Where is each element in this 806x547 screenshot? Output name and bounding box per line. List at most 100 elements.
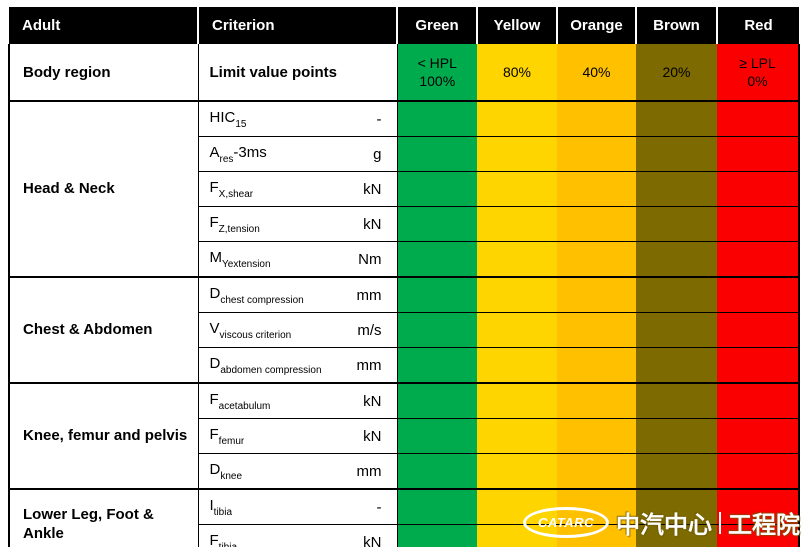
score-cell-red xyxy=(717,453,800,489)
criterion-unit: kN xyxy=(363,215,382,233)
criterion-cell: Ftibia kN xyxy=(197,524,397,547)
score-cell-orange xyxy=(557,418,636,454)
body-region-cell-knee-femur-pelvis: Knee, femur and pelvis xyxy=(8,382,198,489)
criterion-unit: g xyxy=(373,145,382,163)
table-subheader-row: Body region Limit value points < HPL 100… xyxy=(8,44,800,101)
table-row: Ffemur kN xyxy=(9,418,800,454)
table-header-row: Adult Criterion Green Yellow Orange Brow… xyxy=(9,7,799,44)
criterion-cell: FX,shear kN xyxy=(197,171,397,207)
score-cell-yellow xyxy=(477,206,557,242)
brand-name-chinese: 中汽中心 xyxy=(616,512,712,539)
score-cell-yellow xyxy=(477,276,557,313)
criterion-name: Facetabulum xyxy=(209,391,271,412)
score-cell-red xyxy=(717,347,800,383)
table-row: Dabdomen compression mm xyxy=(9,347,800,383)
table-row: MYextension Nm xyxy=(9,241,800,277)
catarc-watermark: CATARC 中汽中心 工程院 xyxy=(523,504,800,541)
score-cell-green xyxy=(396,241,477,277)
score-cell-brown xyxy=(636,241,717,277)
score-cell-green xyxy=(396,382,477,419)
table-row: Ares-3ms g xyxy=(9,136,800,172)
score-cell-green xyxy=(396,488,477,525)
criterion-unit: kN xyxy=(363,427,382,445)
criterion-cell: Dabdomen compression mm xyxy=(197,347,397,383)
score-cell-brown xyxy=(636,136,717,172)
score-cell-orange xyxy=(557,206,636,242)
body-region-text: Head & Neck xyxy=(23,179,115,197)
score-cell-orange xyxy=(557,136,636,172)
score-cell-brown xyxy=(636,276,717,313)
limit-cell-yellow: 80% xyxy=(477,44,557,101)
score-cell-green xyxy=(396,418,477,454)
score-cell-brown xyxy=(636,347,717,383)
score-cell-brown xyxy=(636,524,717,547)
body-region-text: Knee, femur and pelvis xyxy=(23,426,188,444)
score-cell-green xyxy=(396,524,477,547)
score-cell-green xyxy=(396,100,477,137)
score-cell-yellow xyxy=(477,312,557,348)
score-cell-yellow xyxy=(477,171,557,207)
criterion-name: Ffemur xyxy=(209,426,245,447)
table-row: FZ,tension kN xyxy=(9,206,800,242)
score-cell-orange xyxy=(557,347,636,383)
score-cell-green xyxy=(396,312,477,348)
criterion-cell: FZ,tension kN xyxy=(197,206,397,242)
criterion-unit: mm xyxy=(356,286,382,304)
criterion-cell: MYextension Nm xyxy=(197,241,397,277)
score-cell-brown xyxy=(636,312,717,348)
score-cell-yellow xyxy=(477,100,557,137)
table-row: Dknee mm xyxy=(9,453,800,489)
header-cell-yellow: Yellow xyxy=(476,7,557,44)
header-cell-brown: Brown xyxy=(635,7,717,44)
criterion-cell: Dchest compression mm xyxy=(197,276,397,313)
score-cell-orange xyxy=(557,241,636,277)
limit-value-points-label: Limit value points xyxy=(197,44,397,101)
body-region-cell-head-neck: Head & Neck xyxy=(8,100,198,277)
criterion-unit: m/s xyxy=(357,321,382,339)
criterion-name: MYextension xyxy=(209,249,271,270)
table-row: Chest & Abdomen Dchest compression mm xyxy=(8,276,800,383)
criterion-cell: Vviscous criterion m/s xyxy=(197,312,397,348)
limit-cell-green: < HPL 100% xyxy=(396,44,477,101)
limit-line: ≥ LPL xyxy=(739,54,776,71)
score-cell-orange xyxy=(557,171,636,207)
criterion-name: Vviscous criterion xyxy=(209,320,292,341)
score-cell-green xyxy=(396,276,477,313)
criterion-unit: Nm xyxy=(358,250,382,268)
criterion-unit: mm xyxy=(356,356,382,374)
criterion-cell: Dknee mm xyxy=(197,453,397,489)
score-cell-orange xyxy=(557,382,636,419)
score-cell-red xyxy=(717,171,800,207)
table-row: FX,shear kN xyxy=(9,171,800,207)
criterion-unit: kN xyxy=(363,180,382,198)
body-region-cell-lower-leg-foot-ankle: Lower Leg, Foot & Ankle xyxy=(8,488,198,547)
criterion-cell: Ares-3ms g xyxy=(197,136,397,172)
score-cell-brown xyxy=(636,382,717,419)
limit-line: 20% xyxy=(662,63,691,80)
body-region-cell-chest-abdomen: Chest & Abdomen xyxy=(8,276,198,383)
score-cell-green xyxy=(396,171,477,207)
score-cell-yellow xyxy=(477,453,557,489)
criterion-name: Ftibia xyxy=(209,532,238,547)
catarc-oval-logo-icon: CATARC xyxy=(523,507,609,538)
criterion-name: FX,shear xyxy=(209,179,254,200)
body-region-label: Body region xyxy=(8,44,198,101)
score-cell-orange xyxy=(557,312,636,348)
criterion-name: Dknee xyxy=(209,461,243,482)
score-cell-red xyxy=(717,418,800,454)
score-cell-brown xyxy=(636,171,717,207)
criterion-name: Itibia xyxy=(209,497,233,518)
score-cell-yellow xyxy=(477,136,557,172)
score-cell-orange xyxy=(557,100,636,137)
limit-cell-orange: 40% xyxy=(557,44,636,101)
score-cell-brown xyxy=(636,453,717,489)
criterion-cell: Itibia - xyxy=(197,488,397,525)
criterion-name: Dchest compression xyxy=(209,285,304,306)
criterion-unit: kN xyxy=(363,533,382,547)
score-cell-yellow xyxy=(477,347,557,383)
score-cell-yellow xyxy=(477,418,557,454)
body-region-text: Chest & Abdomen xyxy=(23,320,153,338)
header-cell-criterion: Criterion xyxy=(197,7,397,44)
score-cell-orange xyxy=(557,453,636,489)
